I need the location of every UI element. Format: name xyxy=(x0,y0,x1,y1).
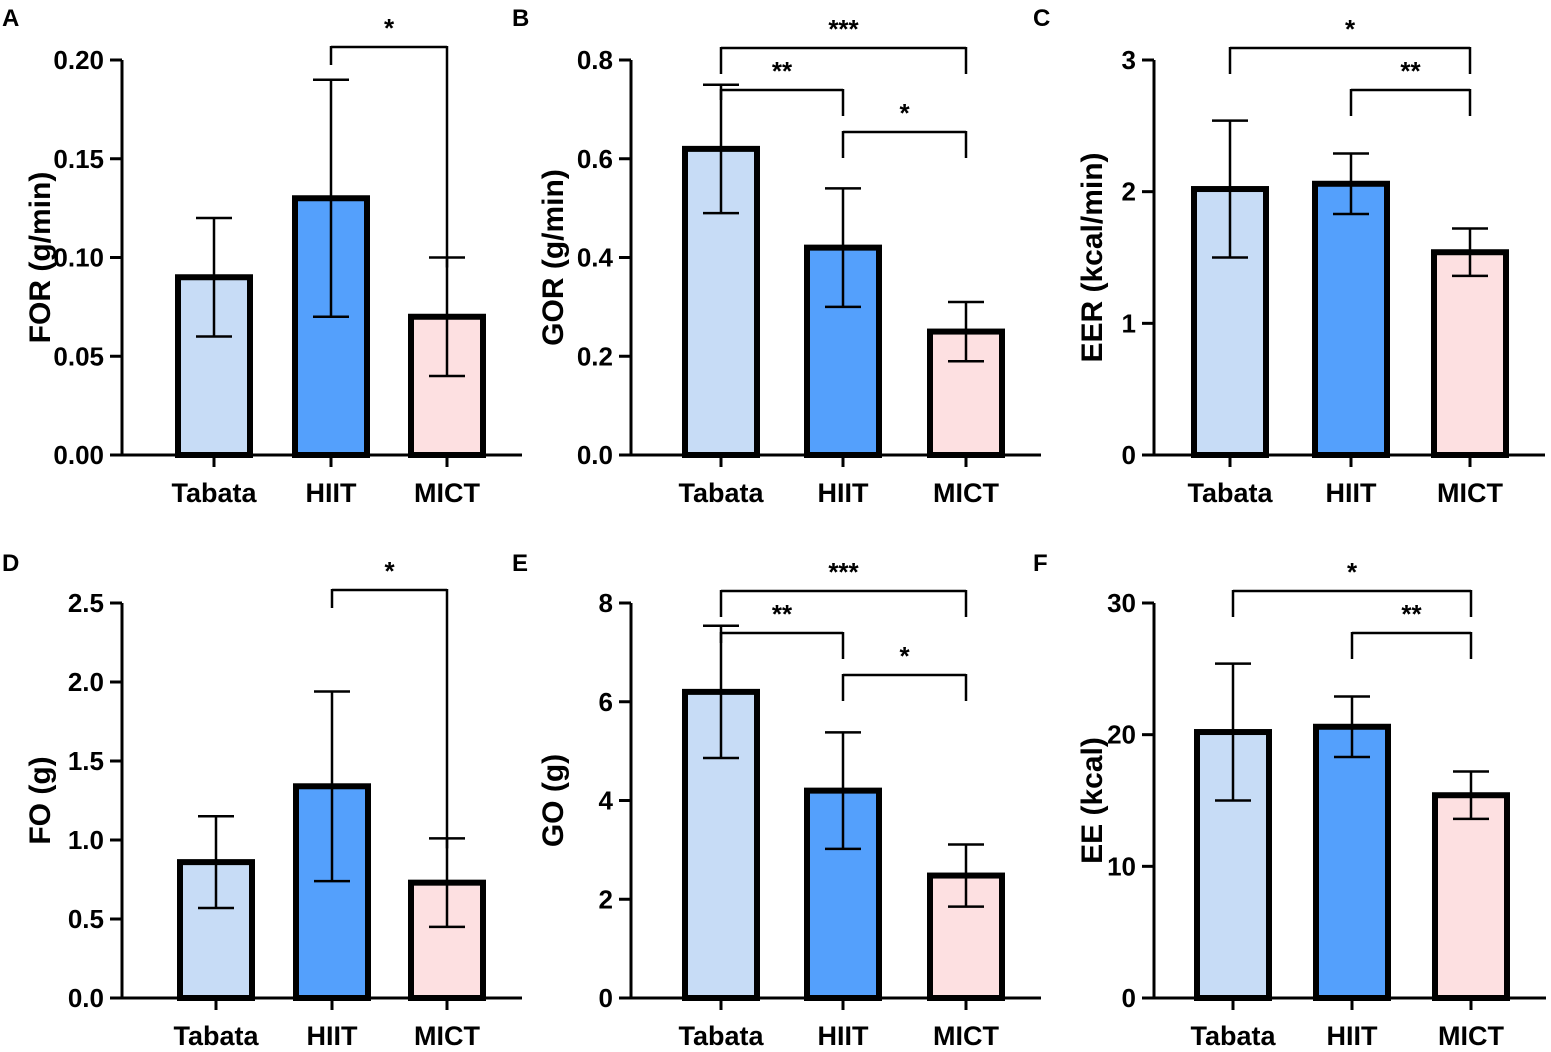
significance-label: * xyxy=(1345,14,1356,44)
y-tick-label: 0.6 xyxy=(577,144,613,174)
y-tick-label: 0.15 xyxy=(53,144,104,174)
y-tick-label: 0.8 xyxy=(577,45,613,75)
significance-bracket: * xyxy=(330,556,449,849)
significance-bracket: *** xyxy=(719,14,968,74)
significance-bracket: ** xyxy=(719,56,845,116)
significance-bracket: * xyxy=(1231,557,1473,617)
y-tick-label: 2.0 xyxy=(68,667,104,697)
x-category-label: HIIT xyxy=(818,1021,870,1051)
x-category-label: MICT xyxy=(1438,1021,1504,1051)
y-tick-label: 0 xyxy=(599,983,613,1013)
x-category-label: Tabata xyxy=(678,1021,764,1051)
y-tick-label: 3 xyxy=(1122,45,1136,75)
y-axis-title: GO (g) xyxy=(537,754,570,847)
y-tick-label: 6 xyxy=(599,687,613,717)
bar-hiit xyxy=(1312,180,1390,458)
significance-bracket: *** xyxy=(719,557,968,617)
significance-label: *** xyxy=(828,557,859,587)
bar-mict xyxy=(1432,792,1510,1001)
chart-panel-a: A FOR (g/min) 0.00 0.05 0.10 0.15 0.20 Tabata HI… xyxy=(2,5,522,508)
significance-label: *** xyxy=(828,14,859,44)
panel-letter: F xyxy=(1033,550,1048,577)
panel-letter: E xyxy=(512,550,528,577)
x-category-label: MICT xyxy=(414,478,480,508)
y-tick-label: 0.0 xyxy=(68,983,104,1013)
significance-label: * xyxy=(899,641,910,671)
y-tick-label: 8 xyxy=(599,588,613,618)
y-tick-label: 0.10 xyxy=(53,243,104,273)
y-tick-label: 0.0 xyxy=(577,440,613,470)
y-tick-label: 1.0 xyxy=(68,825,104,855)
x-category-label: HIIT xyxy=(1327,1021,1379,1051)
y-tick-label: 0.00 xyxy=(53,440,104,470)
y-tick-label: 2 xyxy=(1122,177,1136,207)
y-tick-label: 0.2 xyxy=(577,341,613,371)
y-tick-label: 2 xyxy=(599,884,613,914)
x-category-label: HIIT xyxy=(1326,478,1378,508)
x-category-label: Tabata xyxy=(1190,1021,1276,1051)
x-category-label: Tabata xyxy=(678,478,764,508)
x-category-label: Tabata xyxy=(171,478,257,508)
y-tick-label: 0.05 xyxy=(53,341,104,371)
y-axis-title: GOR (g/min) xyxy=(537,169,570,346)
y-tick-label: 0 xyxy=(1122,440,1136,470)
significance-bracket: * xyxy=(1228,14,1472,74)
significance-label: ** xyxy=(772,599,793,629)
y-tick-label: 20 xyxy=(1107,720,1136,750)
significance-bracket: ** xyxy=(719,599,845,659)
x-category-label: HIIT xyxy=(307,1021,359,1051)
y-axis-title: FO (g) xyxy=(24,756,57,844)
significance-label: ** xyxy=(1400,56,1421,86)
significance-label: * xyxy=(899,98,910,128)
bar-mict xyxy=(1431,249,1509,458)
x-category-label: MICT xyxy=(933,1021,999,1051)
significance-bracket: ** xyxy=(1349,56,1472,116)
chart-panel-d: D FO (g) 0.0 0.5 1.0 1.5 2.0 2.5 Tabata HIIT MICT * xyxy=(2,550,522,1051)
panel-letter: B xyxy=(512,5,529,32)
bar-hiit xyxy=(1313,723,1391,1001)
y-tick-label: 0 xyxy=(1122,983,1136,1013)
significance-bracket: * xyxy=(841,641,968,701)
y-tick-label: 0.5 xyxy=(68,904,104,934)
x-category-label: Tabata xyxy=(1187,478,1273,508)
y-tick-label: 2.5 xyxy=(68,588,104,618)
significance-bracket: * xyxy=(841,98,968,158)
y-tick-label: 30 xyxy=(1107,588,1136,618)
significance-label: ** xyxy=(1401,599,1422,629)
x-category-label: MICT xyxy=(1437,478,1503,508)
x-category-label: MICT xyxy=(933,478,999,508)
significance-label: * xyxy=(384,556,395,586)
x-category-label: MICT xyxy=(414,1021,480,1051)
y-tick-label: 10 xyxy=(1107,851,1136,881)
y-axis-title: FOR (g/min) xyxy=(24,172,57,344)
y-tick-label: 0.20 xyxy=(53,45,104,75)
panel-letter: C xyxy=(1033,5,1050,32)
significance-bracket: ** xyxy=(1350,599,1473,659)
significance-bracket: * xyxy=(329,13,449,268)
y-tick-label: 1 xyxy=(1122,308,1136,338)
y-tick-label: 4 xyxy=(599,786,614,816)
significance-label: ** xyxy=(772,56,793,86)
y-axis-title: EER (kcal/min) xyxy=(1076,152,1109,362)
significance-label: * xyxy=(1347,557,1358,587)
chart-panel-b: B GOR (g/min) 0.0 0.2 0.4 0.6 0.8 Tabata HIIT MIC… xyxy=(512,5,1041,508)
y-axis-title: EE (kcal) xyxy=(1076,737,1109,864)
significance-label: * xyxy=(384,13,395,43)
y-tick-label: 1.5 xyxy=(68,746,104,776)
x-category-label: HIIT xyxy=(306,478,358,508)
panel-letter: A xyxy=(2,5,19,32)
panel-letter: D xyxy=(2,550,19,577)
x-category-label: Tabata xyxy=(173,1021,259,1051)
x-category-label: HIIT xyxy=(818,478,870,508)
y-tick-label: 0.4 xyxy=(577,243,614,273)
